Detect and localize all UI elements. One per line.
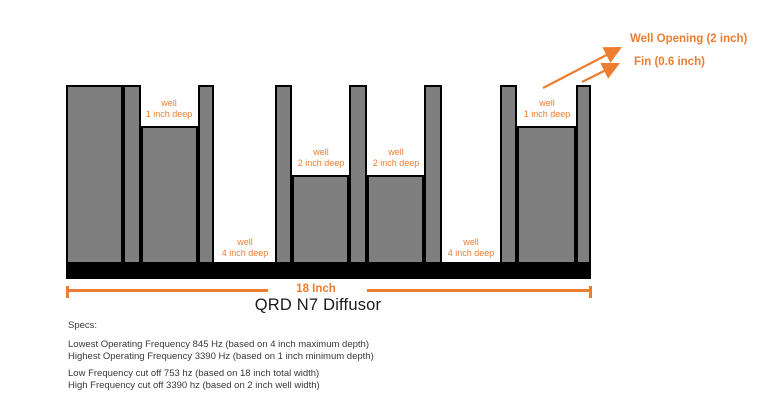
spec-line-1: Lowest Operating Frequency 845 Hz (based… — [68, 339, 369, 350]
specs-heading: Specs: — [68, 320, 98, 331]
well-2-depth-label: well 4 inch deep — [213, 237, 277, 258]
dimension-tick-right — [589, 286, 592, 298]
well-3-depth-label: well 2 inch deep — [289, 147, 353, 168]
well-2-depth-label-line1: well — [237, 237, 253, 247]
well-opening-arrow — [542, 46, 622, 89]
spec-line-3: Low Frequency cut off 753 hz (based on 1… — [68, 368, 320, 379]
well-6-block — [517, 126, 576, 264]
well-6-depth-label-line1: well — [539, 98, 555, 108]
well-5-depth-label-line2: 4 inch deep — [447, 247, 495, 258]
well-1-block — [141, 126, 198, 264]
spec-line-4: High Frequency cut off 3390 hz (based on… — [68, 380, 320, 391]
diagram-title: QRD N7 Diffusor — [254, 296, 382, 314]
base-panel — [66, 262, 591, 279]
well-5-depth-label: well 4 inch deep — [439, 237, 503, 258]
dimension-line-right-segment — [367, 289, 592, 292]
well-0-filled-block — [66, 85, 123, 264]
well-5-depth-label-line1: well — [463, 237, 479, 247]
well-1-depth-label-line1: well — [161, 98, 177, 108]
spec-line-2: Highest Operating Frequency 3390 Hz (bas… — [68, 351, 374, 362]
well-opening-label: Well Opening (2 inch) — [630, 33, 748, 45]
dimension-label: 18 Inch — [296, 283, 336, 295]
well-4-block — [367, 175, 424, 264]
fin-4 — [349, 85, 367, 264]
well-3-depth-label-line1: well — [313, 147, 329, 157]
dimension-line-left-segment — [66, 289, 268, 292]
dimension-tick-left — [66, 286, 69, 298]
well-2-depth-label-line2: 4 inch deep — [221, 247, 269, 258]
well-4-depth-label-line1: well — [388, 147, 404, 157]
well-1-depth-label: well 1 inch deep — [137, 98, 201, 119]
well-4-depth-label: well 2 inch deep — [364, 147, 428, 168]
well-4-depth-label-line2: 2 inch deep — [372, 157, 420, 168]
specs-block: Specs: Lowest Operating Frequency 845 Hz… — [68, 320, 374, 392]
well-3-block — [292, 175, 349, 264]
fin-label: Fin (0.6 inch) — [634, 56, 705, 68]
fin-arrow — [581, 63, 620, 83]
well-6-depth-label-line2: 1 inch deep — [523, 108, 571, 119]
well-6-depth-label: well 1 inch deep — [515, 98, 579, 119]
fin-3 — [275, 85, 292, 264]
well-3-depth-label-line2: 2 inch deep — [297, 157, 345, 168]
well-1-depth-label-line2: 1 inch deep — [145, 108, 193, 119]
